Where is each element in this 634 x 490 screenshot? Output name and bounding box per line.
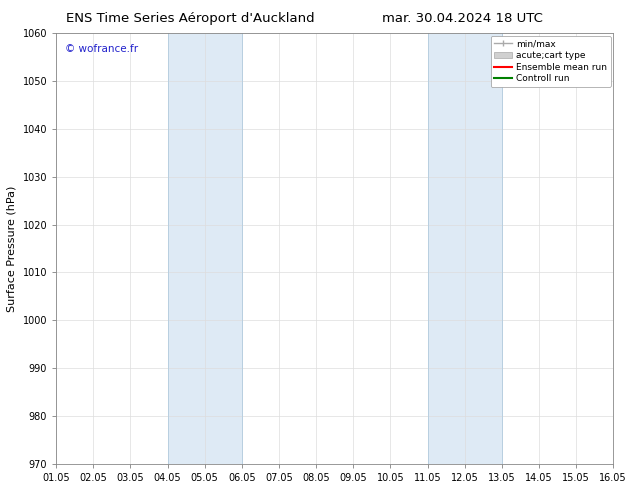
Bar (427, 33, 502, 464)
Bar (167, 33, 242, 464)
Y-axis label: Surface Pressure (hPa): Surface Pressure (hPa) (7, 185, 17, 312)
Text: ENS Time Series Aéroport d'Auckland: ENS Time Series Aéroport d'Auckland (66, 12, 314, 25)
Text: © wofrance.fr: © wofrance.fr (65, 44, 138, 54)
Text: mar. 30.04.2024 18 UTC: mar. 30.04.2024 18 UTC (382, 12, 543, 25)
Legend: min/max, acute;cart type, Ensemble mean run, Controll run: min/max, acute;cart type, Ensemble mean … (491, 36, 611, 87)
